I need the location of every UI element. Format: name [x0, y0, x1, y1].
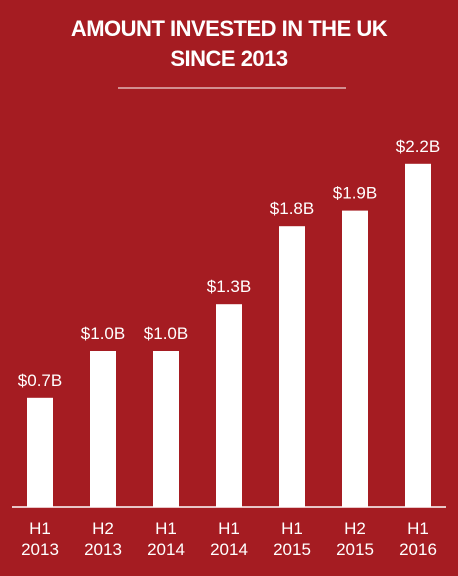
bar: [405, 163, 431, 508]
bar: [153, 351, 179, 507]
value-label: $1.0B: [81, 324, 125, 343]
x-tick-label: H1 2016: [399, 519, 437, 559]
chart-title: AMOUNT INVESTED IN THE UK SINCE 2013: [70, 16, 388, 71]
x-tick-label: H1 2015: [273, 519, 311, 559]
bar: [90, 351, 116, 507]
value-label: $1.3B: [207, 277, 251, 296]
x-tick-label: H1 2013: [21, 519, 59, 559]
value-label: $1.0B: [144, 324, 188, 343]
bar: [216, 304, 242, 507]
value-label: $1.8B: [270, 199, 314, 218]
value-label: $1.9B: [333, 184, 377, 203]
x-tick-label: H2 2015: [336, 519, 374, 559]
x-tick-label: H2 2013: [84, 519, 122, 559]
value-label: $0.7B: [18, 371, 62, 390]
bar: [342, 210, 368, 507]
bar: [27, 397, 53, 507]
value-label: $2.2B: [396, 137, 440, 156]
x-tick-label: H1 2014: [210, 519, 248, 559]
x-tick-label: H1 2014: [147, 519, 185, 559]
bar: [279, 226, 305, 507]
